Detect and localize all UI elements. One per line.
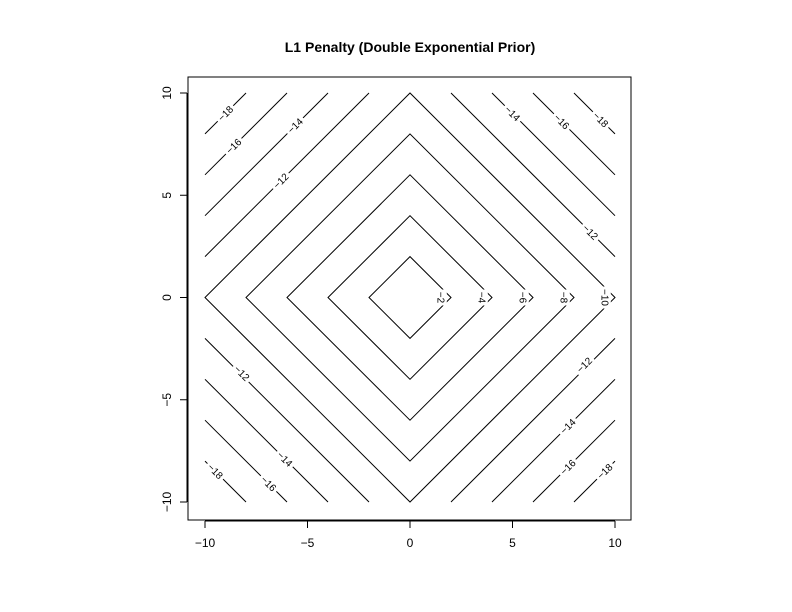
y-tick-label: 0 (160, 294, 174, 301)
x-axis: −10 −5 0 5 10 (195, 520, 622, 550)
contour-label-text: −4 (475, 292, 486, 304)
y-axis: −10 −5 0 5 10 (160, 86, 188, 512)
chart-title: L1 Penalty (Double Exponential Prior) (285, 39, 535, 55)
contour-level-12-segment (204, 338, 370, 503)
x-tick-label: −5 (301, 536, 315, 550)
contour-label: −6 (516, 289, 529, 306)
contour-label-text: −6 (516, 292, 527, 304)
y-tick-label: 5 (160, 192, 174, 199)
x-tick-label: 0 (407, 536, 414, 550)
contour-label-text: −8 (557, 292, 568, 304)
contour-label: −2 (434, 289, 447, 306)
x-tick-label: −10 (195, 536, 216, 550)
y-tick-label: −5 (160, 393, 174, 407)
contour-level-16-segment (532, 92, 616, 176)
contour-level-14-segment (204, 378, 329, 503)
y-tick-label: −10 (160, 491, 174, 512)
y-tick-label: 10 (160, 86, 174, 100)
contour-level-16-segment (204, 92, 288, 176)
contour-level-10 (204, 92, 616, 503)
contour-level-4 (327, 214, 493, 381)
plot-frame (187, 76, 632, 521)
contour-label: −10 (598, 286, 611, 309)
contour-label: −8 (557, 289, 570, 306)
x-tick-label: 10 (608, 536, 622, 550)
contour-level-14-segment (491, 378, 616, 503)
contour-labels: −2 −4 −6 −8 −10−12−12−12 −12−14−14−14−14−16−1… (203, 101, 617, 496)
contour-level-6 (286, 174, 534, 421)
contour-level-14-segment (204, 92, 329, 217)
contour-label: −12 (572, 352, 597, 378)
contour-level-8 (245, 133, 575, 462)
contour-label-text: −2 (434, 292, 445, 304)
contour-level-2 (368, 255, 452, 340)
contour-label: −4 (475, 289, 488, 306)
contour-label: −12 (229, 361, 254, 386)
contour-label-text: −10 (598, 289, 609, 306)
contour-lines (204, 92, 616, 503)
x-tick-label: 5 (509, 536, 516, 550)
